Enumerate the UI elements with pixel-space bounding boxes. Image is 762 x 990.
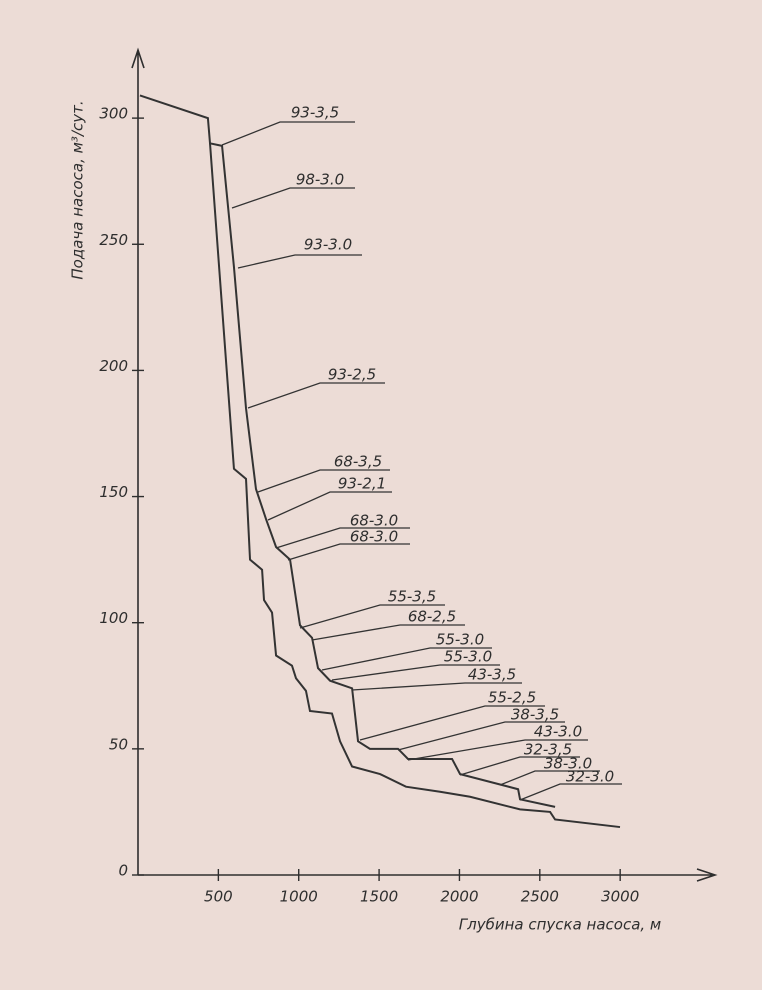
leader-line (221, 121, 355, 146)
leader-line (311, 624, 465, 641)
annotation: 93-2,5 (328, 366, 376, 384)
leader-line (351, 682, 522, 691)
x-tick-label: 2000 (440, 888, 478, 906)
annotation: 55-3.0 (444, 648, 492, 666)
annotation: 43-3,5 (468, 666, 516, 684)
y-tick-label: 200 (99, 357, 128, 375)
leader-line (275, 527, 410, 549)
leader-line (459, 756, 580, 776)
y-tick-label: 0 (118, 862, 128, 880)
leader-line (257, 469, 390, 493)
annotation: 38-3,5 (511, 706, 559, 724)
leader-line (267, 491, 392, 521)
leader-line (407, 739, 588, 761)
leader-line (299, 604, 445, 629)
x-axis (138, 868, 718, 882)
y-tick-label: 50 (109, 735, 128, 753)
x-tick-label: 1500 (360, 888, 398, 906)
leader-line (519, 783, 622, 801)
annotation: 38-3.0 (544, 755, 592, 773)
y-tick-label: 150 (99, 483, 128, 501)
x-tick-label: 500 (204, 888, 233, 906)
y-axis-label: Подача насоса, м³/сут. (69, 100, 87, 279)
annotation: 68-3.0 (350, 512, 398, 530)
annotation: 55-3.0 (436, 631, 484, 649)
y-tick-label: 100 (99, 609, 128, 627)
annotation: 32-3.0 (566, 768, 614, 786)
annotation: 55-3,5 (388, 588, 436, 606)
annotation: 93-3.0 (304, 236, 352, 254)
annotation: 32-3,5 (524, 741, 572, 759)
annotation: 43-3.0 (534, 723, 582, 741)
leader-line (397, 721, 565, 751)
leader-line (287, 543, 410, 561)
leader-line (359, 705, 545, 741)
annotation: 68-3.0 (350, 528, 398, 546)
curve (209, 143, 621, 829)
leader-line (247, 382, 385, 409)
x-axis-label: Глубина спуска насоса, м (459, 916, 662, 934)
annotation: 68-3,5 (334, 453, 382, 471)
leader-line (321, 647, 492, 671)
leader-line (331, 664, 500, 681)
leader-line (499, 770, 600, 786)
annotation: 68-2,5 (408, 608, 456, 626)
leader-line (237, 254, 362, 269)
y-tick-label: 250 (99, 231, 128, 249)
annotation: 55-2,5 (488, 689, 536, 707)
annotation: 93-3,5 (291, 104, 339, 122)
annotation: 98-3.0 (296, 171, 344, 189)
x-tick-label: 3000 (601, 888, 639, 906)
x-tick-label: 1000 (280, 888, 318, 906)
y-axis (131, 47, 145, 875)
curve (139, 94, 556, 808)
leader-line (231, 187, 355, 209)
y-tick-label: 300 (99, 105, 128, 123)
x-tick-label: 2500 (521, 888, 559, 906)
annotation: 93-2,1 (338, 475, 386, 493)
